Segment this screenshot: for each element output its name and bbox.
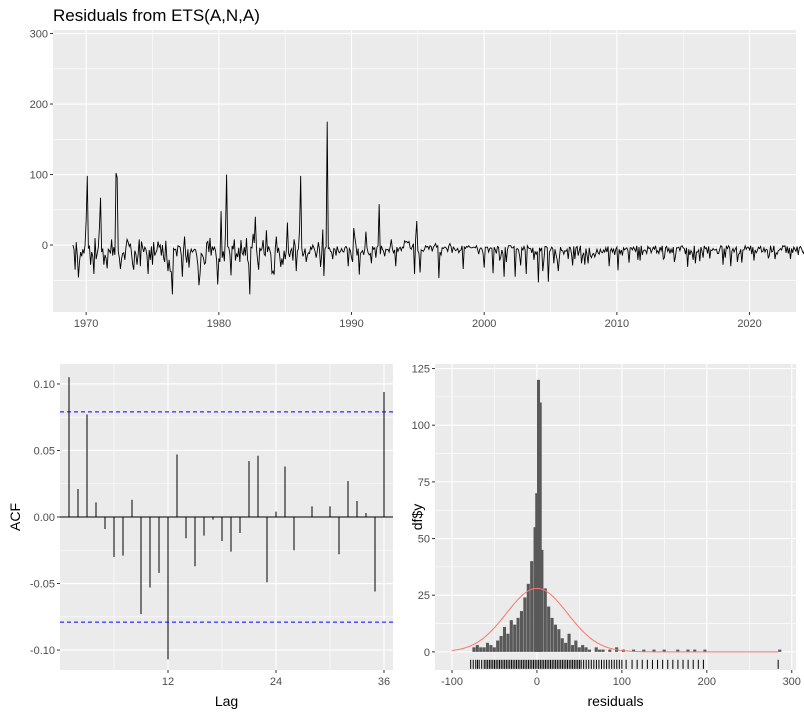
acf-panel: 12 24 36 -0.10 -0.05 0.00 0.05 0.10 Lag ACF	[7, 364, 393, 709]
histogram-bar	[553, 624, 558, 652]
y-tick-label: 0	[42, 240, 48, 252]
histogram-bar	[535, 493, 539, 652]
histogram-bar	[632, 649, 636, 652]
y-tick-label: 125	[412, 364, 430, 376]
residual-time-series-panel: 1970 1980 1990 2000 2010 2020 0 100 200 300	[30, 29, 804, 330]
y-tick-label: 0.10	[34, 379, 55, 391]
histogram-bar	[587, 649, 591, 652]
histogram-bar	[676, 649, 680, 652]
histogram-bar	[543, 588, 547, 652]
normal-density-curve	[451, 587, 779, 653]
histogram-bar	[499, 636, 503, 652]
histogram-bar	[479, 647, 483, 652]
plot-background	[53, 30, 796, 312]
x-axis-label: residuals	[587, 693, 643, 709]
x-tick-label: 200	[698, 676, 716, 688]
histogram-bar	[608, 649, 612, 652]
histogram-bar	[693, 649, 697, 652]
histogram-bar	[570, 645, 575, 652]
y-tick-label: -0.10	[30, 645, 55, 657]
histogram-bar	[492, 647, 496, 652]
y-tick-label: 25	[418, 590, 430, 602]
x-tick-label: 0	[534, 676, 540, 688]
histogram-bar	[509, 620, 513, 652]
histogram-bar	[540, 549, 544, 652]
histogram-bar	[686, 649, 690, 652]
histogram-bar	[526, 583, 530, 652]
y-axis-label: df$y	[409, 504, 425, 530]
histogram-bar	[598, 649, 602, 652]
x-tick-label: 1990	[339, 318, 363, 330]
chart-title: Residuals from ETS(A,N,A)	[53, 6, 260, 25]
histogram-bar	[574, 640, 578, 652]
x-tick-label: 2010	[605, 318, 629, 330]
x-tick-label: 12	[162, 676, 174, 688]
histogram-bar	[530, 561, 534, 652]
histogram-bar	[496, 640, 500, 652]
histogram-bar	[594, 647, 598, 652]
histogram-bar	[584, 647, 588, 652]
x-tick-label: 1980	[207, 318, 231, 330]
histogram-bar	[536, 379, 541, 652]
histogram-bar	[560, 638, 564, 652]
x-tick-label: 100	[613, 676, 631, 688]
histogram-bar	[601, 649, 605, 652]
histogram-bar	[567, 633, 571, 652]
x-tick-label: 2020	[737, 318, 761, 330]
y-tick-label: 100	[412, 420, 430, 432]
histogram-bar	[485, 642, 490, 652]
histogram-bar	[703, 649, 707, 652]
histogram-bar	[557, 629, 561, 652]
histogram-bar	[662, 649, 666, 652]
y-tick-label: 300	[30, 29, 48, 41]
x-axis-label: Lag	[215, 693, 238, 709]
histogram-bar	[533, 527, 537, 652]
histogram-bar	[506, 633, 510, 652]
histogram-bar	[513, 624, 517, 652]
histogram-bar	[642, 649, 646, 652]
histogram-bar	[523, 597, 527, 652]
plot-background	[435, 364, 796, 670]
x-tick-label: 24	[270, 676, 282, 688]
x-tick-label: 1970	[74, 318, 98, 330]
y-tick-label: 0.05	[34, 445, 55, 457]
y-tick-label: 75	[418, 477, 430, 489]
y-axis-label: ACF	[7, 503, 23, 531]
histogram-bar	[482, 647, 486, 652]
histogram-bar	[547, 606, 551, 652]
histogram-bar	[652, 649, 656, 652]
histogram-bar	[538, 402, 542, 652]
histogram-bar	[778, 649, 782, 652]
y-tick-label: -0.05	[30, 579, 55, 591]
histogram-bar	[489, 645, 493, 652]
x-tick-label: -100	[441, 676, 463, 688]
x-tick-label: 2000	[472, 318, 496, 330]
histogram-bar	[564, 642, 568, 652]
histogram-bar	[472, 647, 476, 652]
histogram-bar	[516, 617, 520, 652]
y-tick-label: 200	[30, 99, 48, 111]
histogram-bar	[581, 645, 585, 652]
y-tick-label: 0	[424, 647, 430, 659]
residual-histogram-panel: -100 0 100 200 300 0 25 50 75 100 125 residuals df$y	[409, 364, 801, 709]
y-tick-label: 0.00	[34, 512, 55, 524]
y-tick-label: 100	[30, 170, 48, 182]
y-tick-label: 50	[418, 534, 430, 546]
x-tick-label: 36	[378, 676, 390, 688]
x-tick-label: 300	[783, 676, 801, 688]
histogram-bar	[550, 617, 554, 652]
residual-line	[72, 121, 804, 295]
histogram-bar	[475, 645, 479, 652]
histogram-bar	[519, 611, 524, 652]
histogram-bar	[577, 647, 581, 652]
histogram-bar	[502, 626, 507, 652]
